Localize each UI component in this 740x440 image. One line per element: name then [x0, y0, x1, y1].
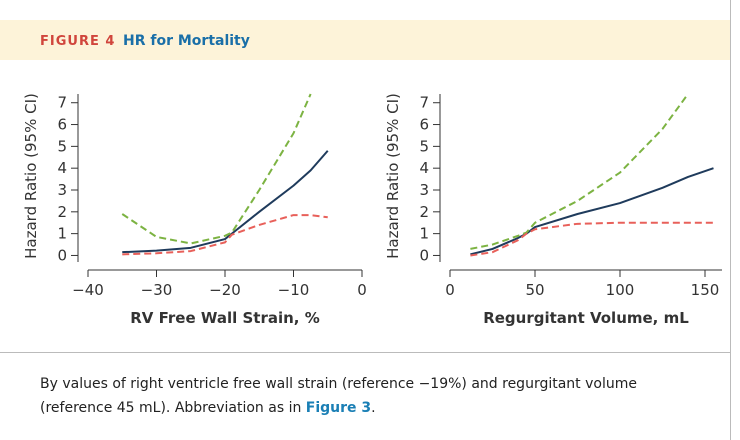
- curve: [122, 214, 328, 256]
- x-tick-label: −20: [209, 281, 241, 299]
- x-tick-label: 0: [445, 281, 455, 299]
- curve: [470, 167, 714, 256]
- y-axis-label: Hazard Ratio (95% CI): [384, 93, 402, 259]
- x-tick-label: 50: [525, 281, 544, 299]
- y-tick-label: 0: [419, 246, 429, 264]
- y-axis-label: Hazard Ratio (95% CI): [22, 93, 40, 259]
- figure-title: HR for Mortality: [123, 33, 250, 49]
- x-tick-label: 0: [357, 281, 367, 299]
- y-tick-label: 0: [57, 246, 67, 264]
- y-tick-label: 1: [419, 225, 429, 243]
- caption: By values of right ventricle free wall s…: [40, 372, 700, 420]
- x-tick-label: 100: [606, 281, 635, 299]
- x-tick-label: −30: [141, 281, 173, 299]
- y-tick-label: 5: [57, 137, 67, 155]
- caption-text: By values of right ventricle free wall s…: [40, 376, 637, 416]
- y-tick-label: 4: [57, 159, 67, 177]
- x-tick-label: 150: [691, 281, 720, 299]
- curve: [122, 150, 329, 254]
- header-band: [0, 20, 730, 60]
- y-tick-label: 5: [419, 137, 429, 155]
- y-tick-label: 2: [419, 203, 429, 221]
- y-tick-label: 7: [57, 94, 67, 112]
- y-tick-label: 4: [419, 159, 429, 177]
- x-axis-label: RV Free Wall Strain, %: [130, 309, 320, 327]
- y-tick-label: 1: [57, 225, 67, 243]
- x-tick-label: −40: [72, 281, 104, 299]
- curve: [121, 93, 312, 245]
- curve: [470, 93, 689, 250]
- figure-link[interactable]: Figure 3: [305, 400, 372, 416]
- curve: [470, 221, 714, 257]
- x-tick-label: −10: [278, 281, 310, 299]
- figure-label: FIGURE 4: [40, 34, 115, 49]
- caption-end: .: [371, 400, 376, 416]
- x-axis-label: Regurgitant Volume, mL: [483, 309, 689, 327]
- y-tick-label: 6: [57, 116, 67, 134]
- y-tick-label: 7: [419, 94, 429, 112]
- y-tick-label: 2: [57, 203, 67, 221]
- y-tick-label: 3: [57, 181, 67, 199]
- y-tick-label: 6: [419, 116, 429, 134]
- y-tick-label: 3: [419, 181, 429, 199]
